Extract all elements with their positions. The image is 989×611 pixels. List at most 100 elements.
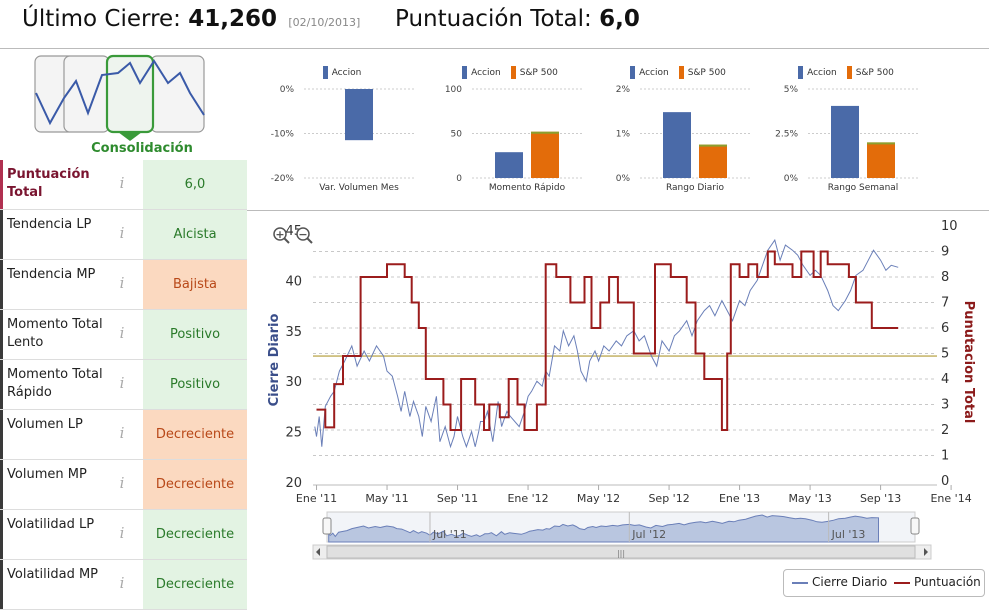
mini-legend-item[interactable]: Accion bbox=[322, 66, 361, 79]
pattern-option-2[interactable] bbox=[63, 55, 110, 133]
scrollbar-grip: ||| bbox=[617, 549, 625, 558]
legend-label: Accion bbox=[471, 68, 501, 78]
bar-accion[interactable] bbox=[495, 152, 523, 178]
bar-sp500[interactable] bbox=[531, 131, 559, 178]
last-close-value: 41,260 bbox=[188, 6, 278, 32]
legend-swatch bbox=[846, 66, 852, 79]
bar-sp500[interactable] bbox=[699, 144, 727, 178]
indicator-label: Momento Total Lento bbox=[0, 310, 108, 359]
x-tick-label: Ene '12 bbox=[507, 492, 548, 505]
mini-chart-3: Accion S&P 500 2% 1% 0% Rango Diario bbox=[598, 60, 758, 200]
zoom-in-button[interactable]: + bbox=[273, 227, 290, 244]
indicator-value: Decreciente bbox=[143, 460, 247, 509]
table-row: Volumen LP i Decreciente bbox=[0, 410, 247, 460]
bar-cap bbox=[531, 131, 559, 134]
x-tick-label: Ene '11 bbox=[296, 492, 337, 505]
legend-score[interactable]: Puntuación bbox=[894, 575, 981, 589]
mini-legend-item[interactable]: Accion bbox=[798, 66, 837, 79]
info-icon[interactable]: i bbox=[119, 324, 125, 342]
indicator-label: Momento Total Rápido bbox=[0, 360, 108, 409]
pattern-option-3-selected[interactable] bbox=[105, 54, 155, 134]
legend-label: Accion bbox=[639, 68, 669, 78]
indicator-value: Decreciente bbox=[143, 560, 247, 609]
indicator-label: Puntuación Total bbox=[0, 160, 108, 209]
indicator-label: Tendencia MP bbox=[0, 260, 108, 309]
header-bar: Último Cierre: 41,260 [02/10/2013] Puntu… bbox=[0, 0, 989, 49]
y-tick-label: 25 bbox=[285, 426, 302, 441]
pattern-line bbox=[35, 59, 205, 126]
y-tick-label: -10% bbox=[271, 130, 295, 140]
scrollbar[interactable]: ||| bbox=[312, 544, 932, 560]
mini-legend-item[interactable]: S&P 500 bbox=[678, 66, 726, 79]
table-row: Momento Total Rápido i Positivo bbox=[0, 360, 247, 410]
bar-accion[interactable] bbox=[831, 105, 859, 178]
series-puntuacion[interactable] bbox=[316, 250, 899, 431]
x-tick-label: Ene '13 bbox=[719, 492, 760, 505]
zoom-in-icon bbox=[273, 227, 287, 241]
zoom-out-handle bbox=[306, 237, 313, 244]
legend-score-swatch bbox=[894, 581, 910, 584]
mini-chart-svg: 100 50 0 Momento Rápido bbox=[445, 85, 582, 193]
y-tick-label: 0% bbox=[784, 174, 799, 184]
info-icon[interactable]: i bbox=[119, 474, 125, 492]
scrollbar-thumb[interactable] bbox=[326, 545, 916, 559]
total-score-label: Puntuación Total: bbox=[395, 6, 592, 32]
mini-legend-item[interactable]: S&P 500 bbox=[846, 66, 894, 79]
info-icon[interactable]: i bbox=[119, 174, 125, 192]
mini-legend-item[interactable]: Accion bbox=[630, 66, 669, 79]
info-icon[interactable]: i bbox=[119, 524, 125, 542]
total-score: Puntuación Total: 6,0 bbox=[395, 6, 640, 32]
legend-close-swatch bbox=[792, 581, 808, 584]
legend-close[interactable]: Cierre Diario bbox=[792, 575, 887, 589]
y-tick-label: 2% bbox=[616, 85, 631, 95]
y-axis-title: Cierre Diario bbox=[267, 314, 282, 407]
navigator[interactable]: Jul '11 Jul '12 Jul '13 bbox=[322, 511, 920, 543]
y-tick-label: 2.5% bbox=[775, 130, 798, 140]
scroll-left-icon[interactable] bbox=[316, 548, 320, 556]
mini-chart-4: Accion S&P 500 5% 2.5% 0% Rango Semanal bbox=[766, 60, 926, 200]
mini-legend-item[interactable]: Accion bbox=[462, 66, 501, 79]
info-icon[interactable]: i bbox=[119, 424, 125, 442]
last-close: Último Cierre: 41,260 [02/10/2013] bbox=[22, 6, 360, 32]
bar-sp500[interactable] bbox=[867, 142, 895, 178]
zoom-out-button[interactable]: − bbox=[296, 227, 313, 244]
info-icon[interactable]: i bbox=[119, 274, 125, 292]
info-icon[interactable]: i bbox=[119, 374, 125, 392]
scroll-right-icon[interactable] bbox=[924, 548, 928, 556]
y2-tick-label: 10 bbox=[941, 219, 958, 234]
navigator-label: Jul '12 bbox=[631, 528, 666, 541]
x-tick-label: Sep '12 bbox=[648, 492, 689, 505]
navigator-left-handle[interactable] bbox=[322, 517, 332, 535]
y2-tick-label: 4 bbox=[941, 372, 949, 387]
series-cierre-diario[interactable] bbox=[314, 238, 899, 449]
navigator-label: Jul '11 bbox=[432, 528, 467, 541]
navigator-right-handle[interactable] bbox=[910, 517, 920, 535]
info-icon[interactable]: i bbox=[119, 574, 125, 592]
table-row: Tendencia MP i Bajista bbox=[0, 260, 247, 310]
y-tick-label: 5% bbox=[784, 85, 799, 95]
legend-swatch bbox=[630, 66, 636, 79]
pattern-selector[interactable] bbox=[30, 53, 210, 157]
y-tick-label: -20% bbox=[271, 174, 295, 184]
pattern-label: Consolidación bbox=[91, 141, 193, 156]
indicator-value: Decreciente bbox=[143, 510, 247, 559]
legend-swatch bbox=[322, 66, 328, 79]
indicator-value: Decreciente bbox=[143, 410, 247, 459]
y-tick-label: 0 bbox=[456, 174, 462, 184]
info-icon[interactable]: i bbox=[119, 224, 125, 242]
mini-legend: Accion S&P 500 bbox=[766, 66, 926, 79]
bar-accion[interactable] bbox=[345, 89, 373, 141]
indicator-label: Volatilidad MP bbox=[0, 560, 108, 609]
y-tick-label: 100 bbox=[445, 85, 462, 95]
x-axis-label: Var. Volumen Mes bbox=[319, 183, 399, 193]
bar-accion[interactable] bbox=[663, 112, 691, 178]
y2-tick-label: 2 bbox=[941, 423, 949, 438]
y2-tick-label: 7 bbox=[941, 296, 949, 311]
x-tick-label: May '11 bbox=[365, 492, 408, 505]
y2-axis-title: Punutacion Total bbox=[961, 301, 976, 424]
y-tick-label: 0% bbox=[280, 85, 295, 95]
x-axis-label: Rango Semanal bbox=[828, 183, 899, 193]
mini-legend-item[interactable]: S&P 500 bbox=[510, 66, 558, 79]
x-tick-label: May '13 bbox=[788, 492, 831, 505]
table-row: Volumen MP i Decreciente bbox=[0, 460, 247, 510]
